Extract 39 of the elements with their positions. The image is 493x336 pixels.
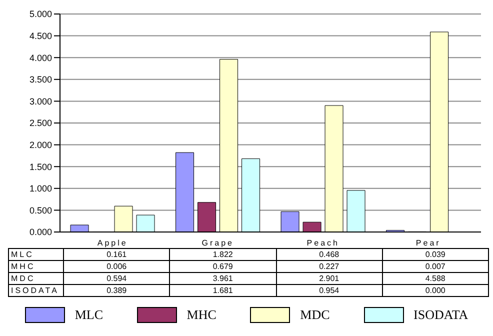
data-label: 0.006 [64,260,170,272]
legend-label: MDC [300,307,330,323]
data-label: 4.588 [382,272,488,284]
data-label: 1.681 [170,284,276,296]
text: MLC [11,250,34,259]
y-tick-label: 3.000 [29,96,52,106]
x-tick-label: Grape [202,238,234,248]
text: MHC [11,262,36,271]
data-label: 1.822 [170,248,276,260]
y-tick-label: 2.500 [29,118,52,128]
x-tick-label: Peach [306,238,340,248]
y-tick-label: 0.500 [29,205,52,216]
y-tick-label: 0.000 [29,227,52,238]
data-label: 0.007 [382,260,488,272]
legend-label: ISODATA [414,307,468,323]
data-label: 0.954 [276,284,382,296]
legend-label: MLC [74,307,104,323]
text: MDC [11,274,36,283]
data-label: 2.901 [276,272,382,284]
data-label: 0.161 [64,248,170,260]
x-tick-label: Pear [416,238,441,248]
text: ISODATA [11,286,59,295]
data-label: 0.000 [382,284,488,296]
data-label: 0.039 [382,248,488,260]
y-tick-label: 2.000 [29,140,52,150]
legend-label: MHC [186,307,216,323]
y-tick-label: 5.000 [29,9,52,20]
x-tick-label: Apple [97,238,128,248]
y-tick-label: 4.500 [29,30,52,41]
data-label: 0.389 [64,284,170,296]
y-tick-label: 3.500 [29,74,52,85]
y-tick-label: 4.000 [29,52,52,63]
data-label: 0.679 [170,260,276,272]
y-tick-label: 1.000 [29,184,52,194]
y-tick-label: 1.500 [29,162,52,172]
data-label: 0.227 [276,260,382,272]
data-label: 0.594 [64,272,170,284]
data-label: 0.468 [276,248,382,260]
data-label: 3.961 [170,272,276,284]
